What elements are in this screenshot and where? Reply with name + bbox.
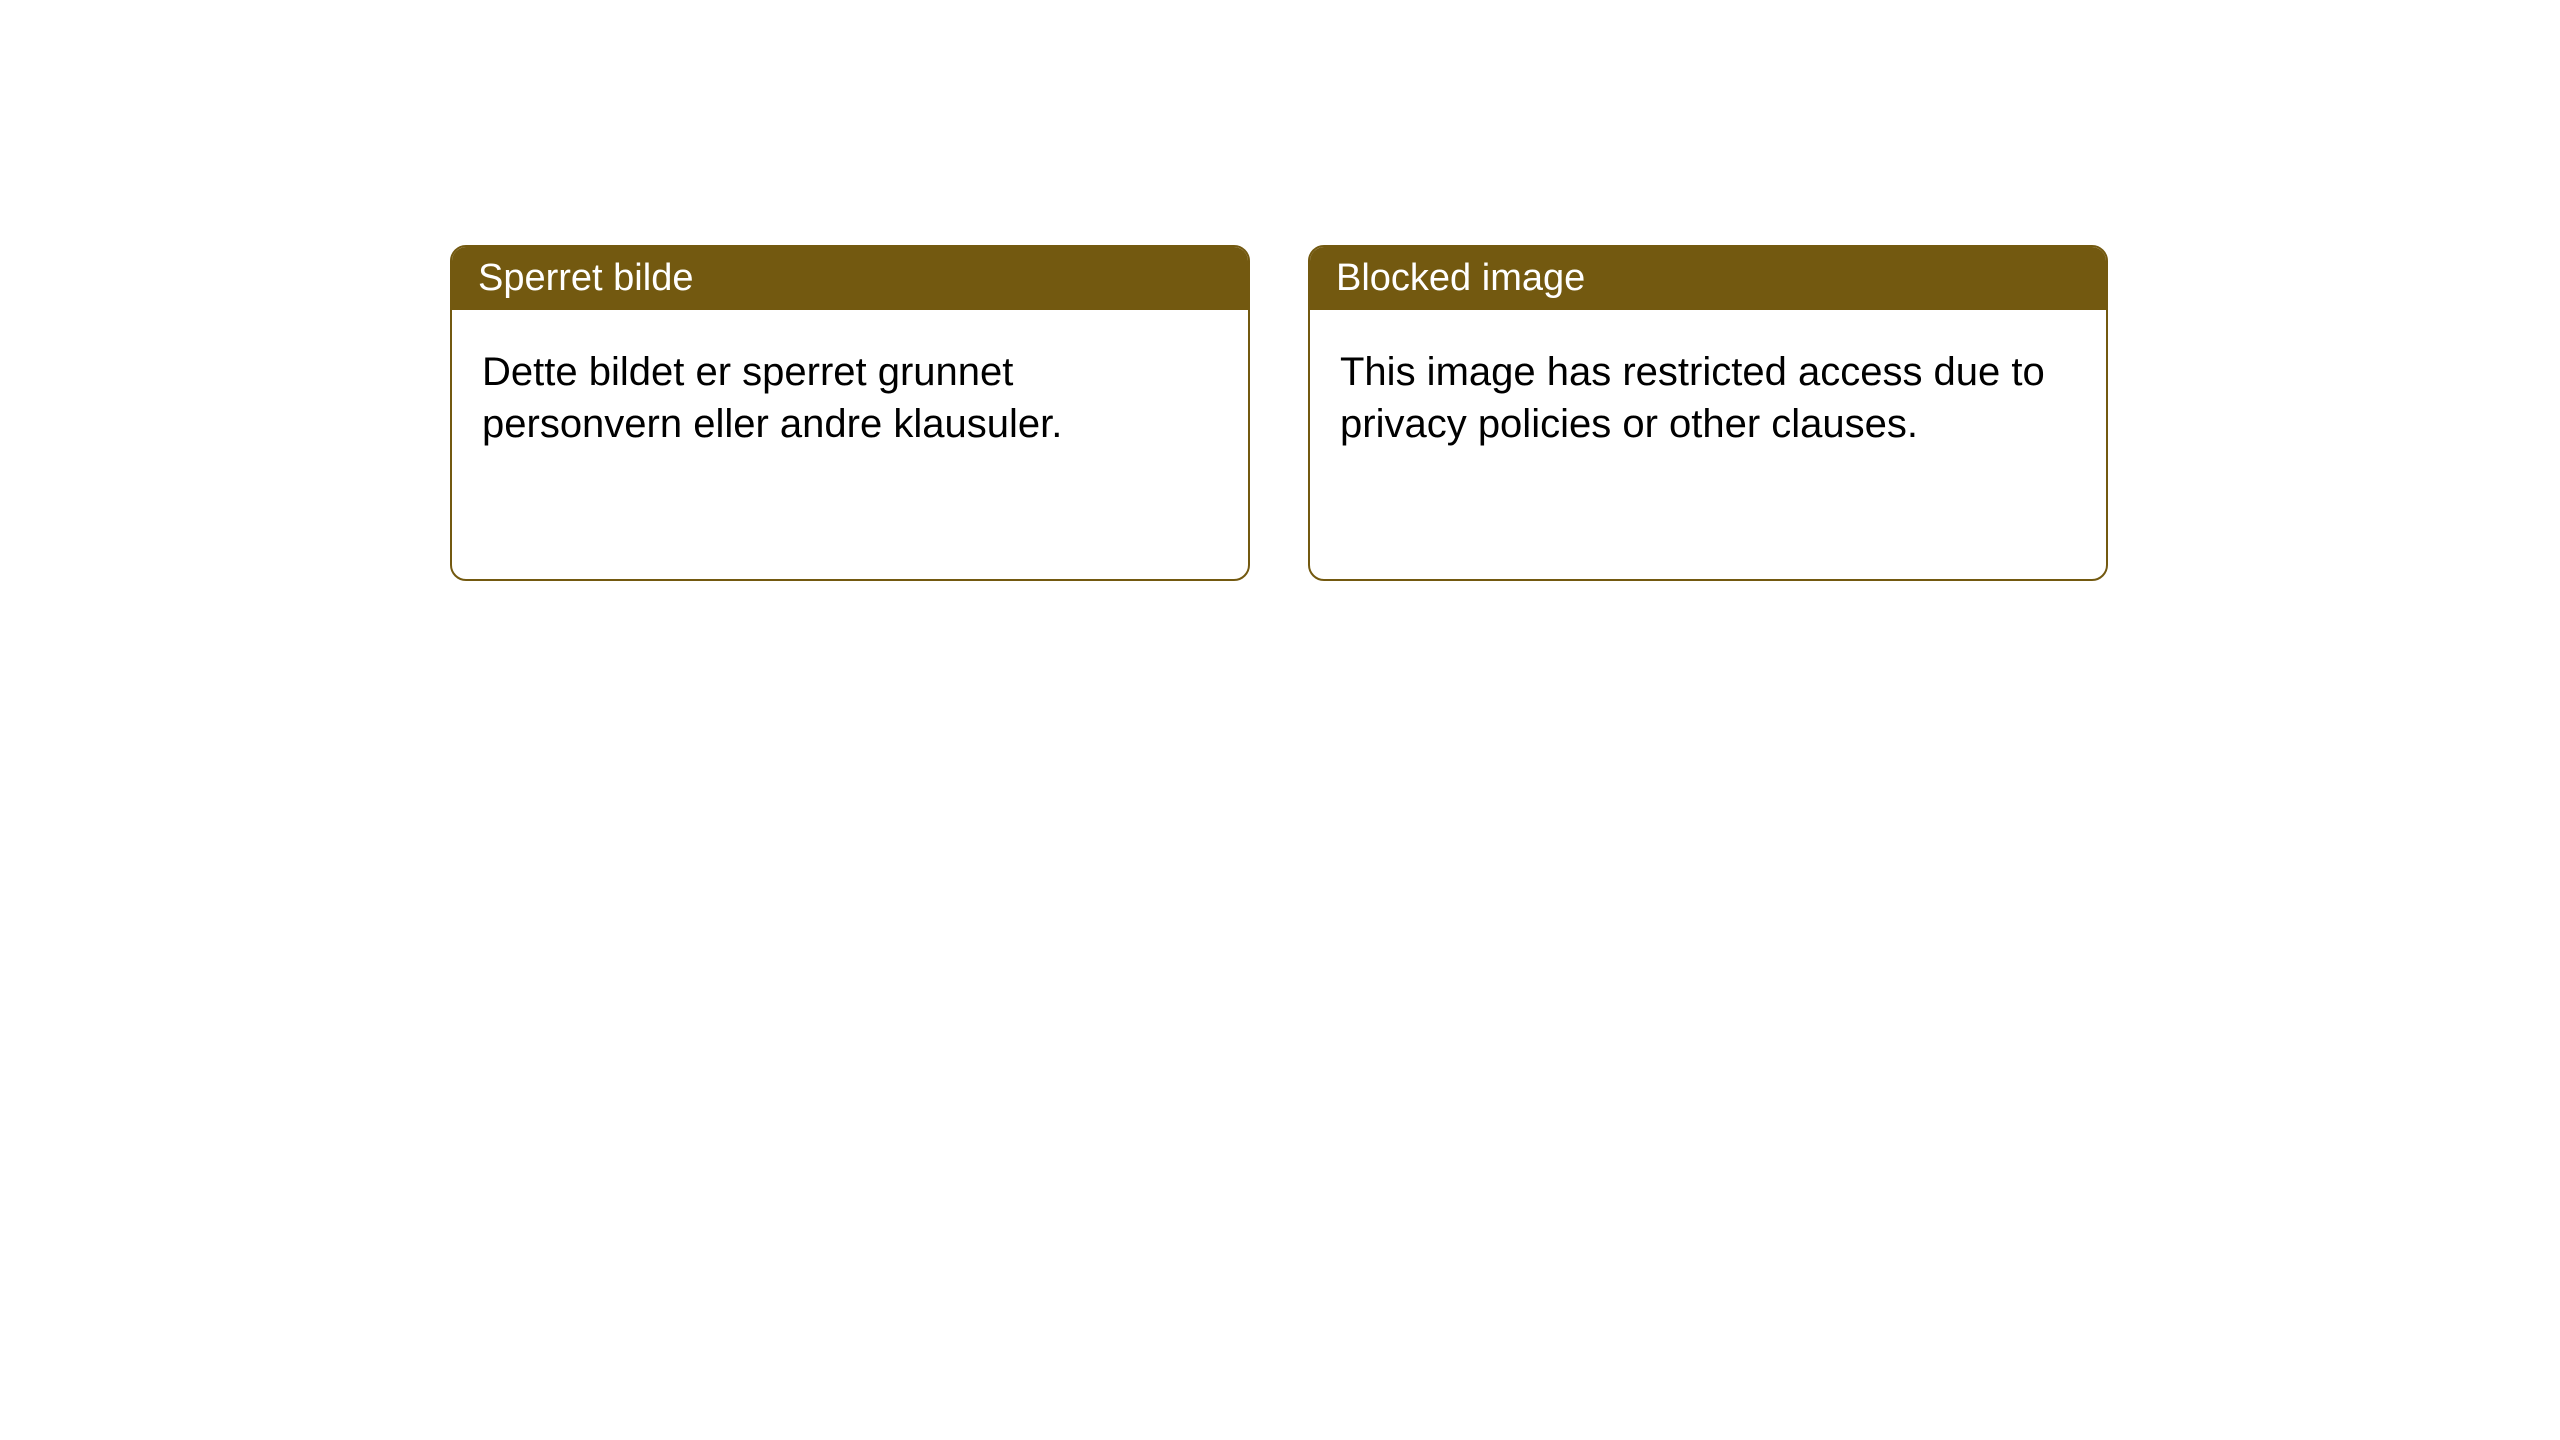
notice-title: Sperret bilde <box>478 257 693 299</box>
notice-text: This image has restricted access due to … <box>1340 350 2045 446</box>
notice-header: Blocked image <box>1310 247 2106 310</box>
notice-header: Sperret bilde <box>452 247 1248 310</box>
notice-card-norwegian: Sperret bilde Dette bildet er sperret gr… <box>450 245 1250 581</box>
notice-title: Blocked image <box>1336 257 1585 299</box>
notice-text: Dette bildet er sperret grunnet personve… <box>482 350 1062 446</box>
notice-card-english: Blocked image This image has restricted … <box>1308 245 2108 581</box>
notice-body: This image has restricted access due to … <box>1310 310 2106 486</box>
notice-container: Sperret bilde Dette bildet er sperret gr… <box>450 245 2108 581</box>
notice-body: Dette bildet er sperret grunnet personve… <box>452 310 1248 486</box>
